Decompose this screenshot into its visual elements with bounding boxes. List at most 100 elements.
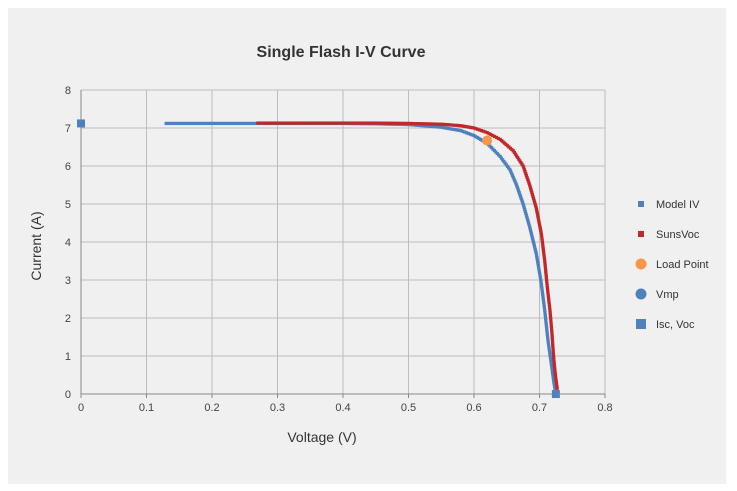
- data-point: [348, 121, 352, 125]
- data-point: [551, 354, 556, 358]
- data-point: [166, 121, 170, 126]
- data-point: [334, 121, 338, 125]
- data-point: [551, 371, 555, 375]
- data-point: [549, 325, 554, 329]
- data-point: [552, 358, 556, 362]
- data-point: [536, 264, 540, 268]
- data-point: [547, 302, 551, 306]
- data-point: [544, 318, 548, 323]
- data-point: [531, 196, 536, 200]
- data-point: [552, 363, 557, 368]
- data-point: [542, 300, 546, 304]
- legend-label: Vmp: [656, 289, 679, 301]
- data-point: [522, 204, 526, 208]
- data-point: [441, 125, 445, 130]
- data-point: [542, 253, 546, 257]
- data-point: [536, 213, 540, 217]
- data-point: [549, 319, 553, 323]
- data-point: [498, 154, 502, 159]
- data-point: [308, 121, 312, 125]
- data-point: [252, 121, 256, 126]
- data-point: [180, 121, 184, 126]
- data-point: [366, 121, 370, 125]
- data-point: [550, 331, 554, 335]
- data-point: [531, 238, 535, 242]
- data-point: [216, 121, 220, 126]
- data-point: [188, 121, 192, 126]
- data-point: [536, 259, 540, 264]
- data-point: [552, 379, 556, 383]
- data-point: [290, 121, 294, 125]
- data-point: [390, 121, 394, 125]
- data-point: [545, 327, 549, 331]
- data-point: [550, 333, 554, 337]
- data-point: [537, 270, 541, 274]
- data-point: [535, 211, 539, 216]
- data-point: [210, 121, 214, 126]
- data-point: [549, 360, 553, 364]
- data-point: [200, 121, 204, 126]
- data-point: [526, 177, 530, 181]
- data-point: [539, 229, 543, 233]
- data-point: [522, 206, 526, 210]
- data-point: [386, 121, 390, 125]
- data-point: [499, 156, 504, 160]
- data-point: [224, 121, 228, 126]
- data-point: [525, 175, 529, 179]
- x-tick-label: 0.7: [532, 402, 547, 414]
- data-point: [326, 121, 330, 125]
- data-point: [374, 121, 378, 125]
- data-point: [531, 240, 536, 244]
- data-point: [532, 198, 536, 202]
- data-point: [550, 339, 555, 343]
- data-point: [545, 281, 549, 286]
- data-point: [466, 125, 470, 129]
- data-point: [529, 187, 533, 191]
- data-point: [258, 121, 262, 125]
- data-point: [427, 124, 431, 128]
- data-point: [489, 132, 493, 137]
- data-point: [176, 121, 180, 126]
- data-point: [236, 121, 240, 126]
- y-axis-title: Current (A): [28, 211, 44, 280]
- legend-label: SunsVoc: [656, 229, 700, 241]
- data-point: [172, 121, 176, 126]
- data-point: [350, 121, 354, 125]
- data-point: [555, 384, 559, 388]
- data-point: [472, 126, 476, 130]
- data-point: [226, 121, 230, 126]
- data-point: [537, 268, 541, 272]
- data-point: [519, 196, 523, 200]
- data-point: [354, 121, 358, 125]
- data-point: [278, 121, 282, 125]
- data-point: [542, 302, 546, 306]
- data-point: [406, 121, 411, 126]
- data-point: [520, 162, 524, 166]
- data-point: [284, 121, 288, 125]
- data-point: [487, 131, 491, 136]
- data-point: [541, 294, 545, 298]
- data-point: [551, 346, 555, 350]
- data-point: [509, 170, 513, 174]
- data-point: [468, 125, 472, 129]
- data-point: [184, 121, 188, 126]
- data-point: [463, 130, 467, 134]
- data-point: [546, 294, 550, 298]
- data-point: [521, 202, 525, 206]
- data-point: [318, 121, 322, 125]
- data-point: [461, 129, 465, 133]
- data-point: [554, 375, 558, 379]
- data-point: [545, 335, 550, 339]
- data-point: [547, 348, 551, 352]
- data-point: [475, 135, 479, 140]
- data-point: [531, 194, 535, 198]
- data-point: [228, 121, 232, 126]
- data-point: [546, 341, 550, 345]
- data-point: [546, 290, 550, 294]
- data-point: [218, 121, 222, 126]
- data-point: [530, 192, 535, 197]
- series-model-iv: [164, 121, 558, 396]
- data-point: [481, 129, 485, 133]
- data-point: [256, 121, 260, 125]
- data-point: [174, 121, 178, 126]
